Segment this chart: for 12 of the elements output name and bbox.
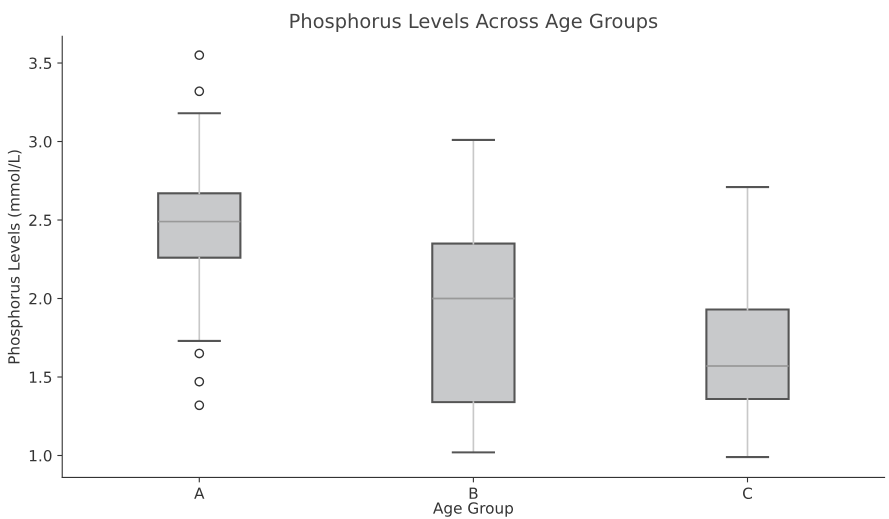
y-tick-label: 3.5 [29,57,52,70]
y-tick-label: 2.5 [29,214,52,226]
x-tick-label: A [194,488,204,499]
y-tick-label: 1.0 [30,450,52,462]
x-axis-title: Age Group [433,502,514,517]
x-tick-label: B [470,488,478,499]
y-tick-label: 3.0 [29,136,52,148]
y-tick-label: 2.0 [29,292,52,305]
chart-title: Phosphorus Levels Across Age Groups [290,13,658,32]
y-tick-label: 1.5 [30,372,52,384]
x-tick-label: C [743,487,752,500]
y-axis-title: Phosphorus Levels (mmol/L) [8,150,23,364]
